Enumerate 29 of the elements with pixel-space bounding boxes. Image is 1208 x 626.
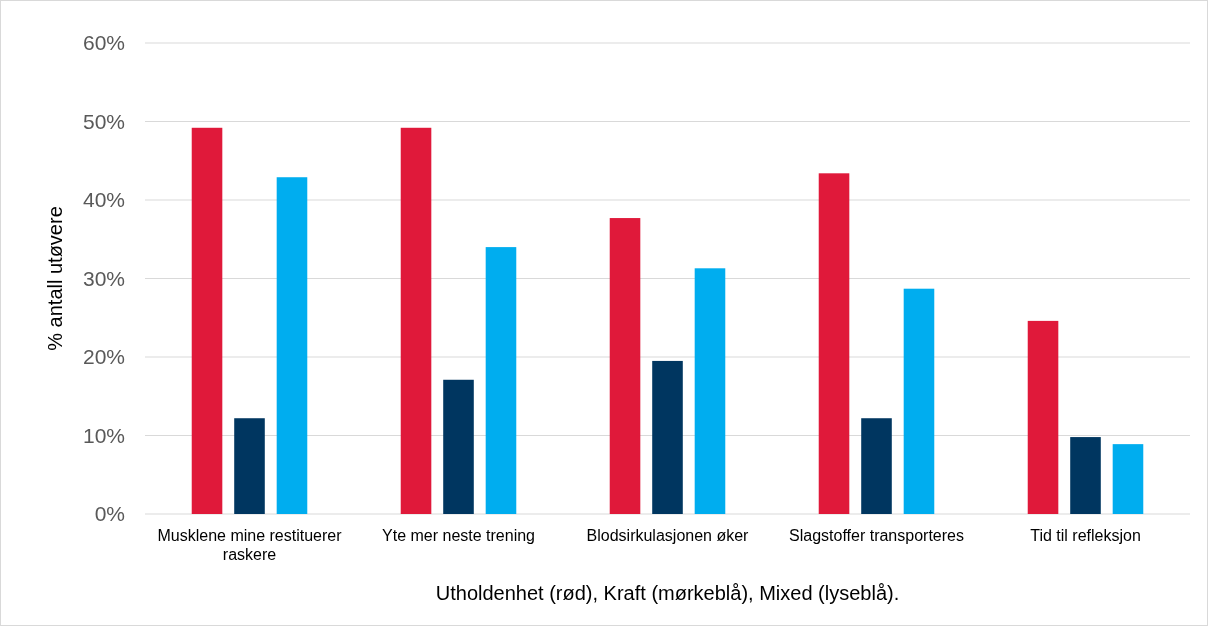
- y-tick-label: 40%: [82, 188, 125, 212]
- bar: [400, 127, 432, 514]
- y-tick-label: 60%: [82, 31, 125, 55]
- y-tick-label: 20%: [82, 345, 125, 369]
- bar: [861, 418, 892, 514]
- y-tick-label: 0%: [94, 502, 125, 526]
- bar: [1070, 437, 1101, 514]
- bar: [652, 360, 683, 514]
- bar: [694, 268, 726, 514]
- x-tick-label: Slagstoffer transporteres: [789, 527, 964, 544]
- y-tick-label: 30%: [82, 266, 125, 290]
- x-tick-label: Tid til refleksjon: [1030, 527, 1141, 544]
- x-tick-label: Musklene mine restituerer raskere: [157, 527, 343, 563]
- bar: [903, 288, 935, 514]
- bar: [1027, 320, 1059, 514]
- y-tick-label: 10%: [82, 423, 125, 447]
- bar: [443, 379, 474, 514]
- y-axis-title: % antall utøvere: [44, 206, 66, 351]
- x-tick-label: Blodsirkulasjonen øker: [586, 527, 750, 544]
- y-tick-label: 50%: [82, 109, 125, 133]
- bar: [609, 218, 641, 514]
- bar: [1112, 444, 1144, 514]
- bar: [234, 418, 265, 514]
- bar: [276, 177, 308, 514]
- bar: [191, 127, 223, 514]
- bar: [485, 247, 517, 514]
- x-tick-label: Yte mer neste trening: [382, 527, 535, 544]
- bar: [818, 173, 850, 514]
- x-axis-title: Utholdenhet (rød), Kraft (mørkeblå), Mixed (lyseblå).: [435, 582, 900, 604]
